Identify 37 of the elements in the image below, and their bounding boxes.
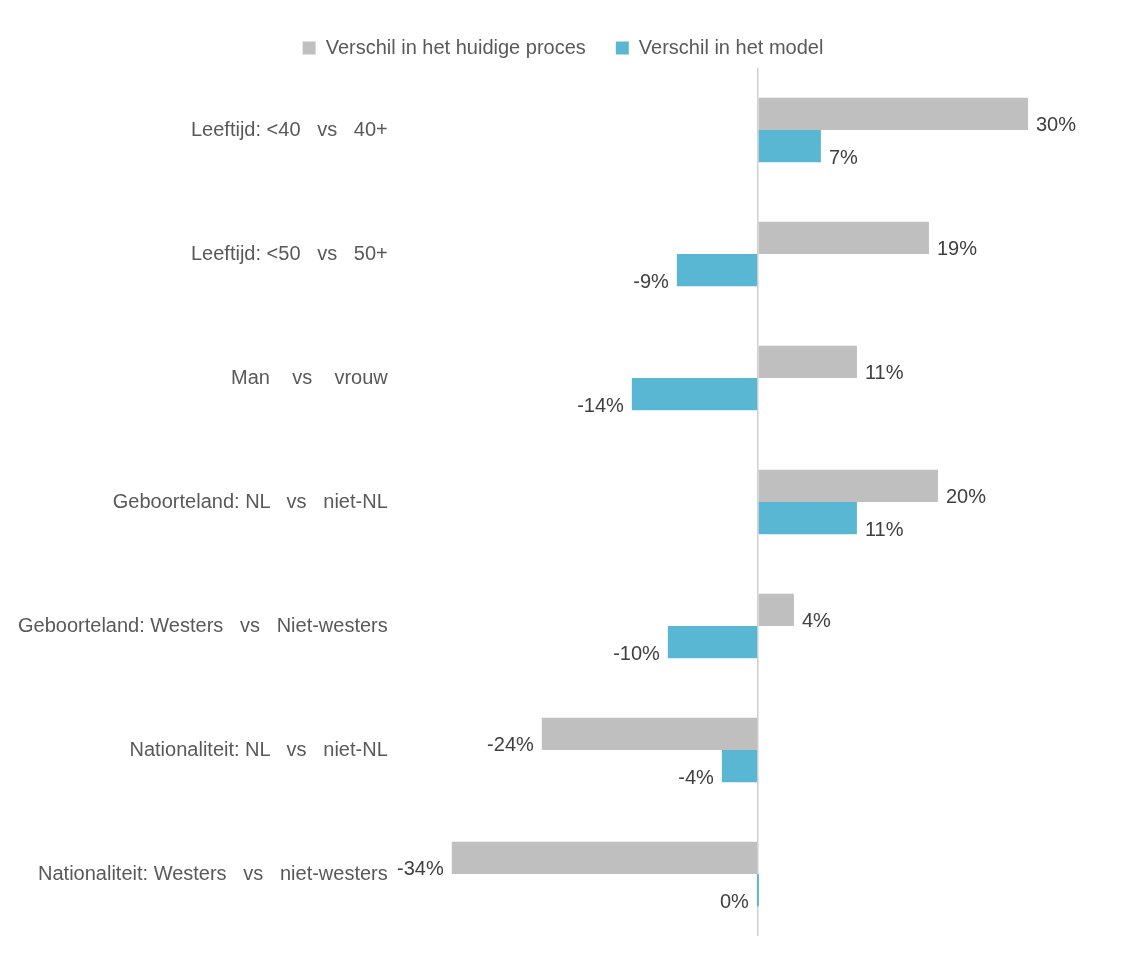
- legend-label: Verschil in het huidige proces: [325, 35, 586, 58]
- data-label: -34%: [397, 857, 444, 880]
- bar: [758, 469, 938, 502]
- y-tick-label: Nationaliteit: Westers vs niet-westers: [38, 861, 388, 884]
- bar: [541, 717, 758, 750]
- data-label: 19%: [936, 237, 978, 260]
- y-tick-label: Man vs vrouw: [231, 365, 389, 388]
- data-label: -4%: [678, 765, 715, 788]
- legend-label: Verschil in het model: [638, 35, 824, 58]
- y-tick-label: Geboorteland: Westers vs Niet-westers: [18, 613, 388, 636]
- data-label: 0%: [719, 889, 750, 912]
- bar: [631, 378, 758, 411]
- data-label: -10%: [613, 641, 661, 664]
- data-label: 30%: [1035, 113, 1077, 136]
- data-label: -24%: [487, 733, 535, 756]
- bar: [758, 502, 857, 535]
- bar: [758, 221, 929, 254]
- y-tick-label: Leeftijd: <50 vs 50+: [190, 241, 388, 264]
- bar: [756, 874, 759, 907]
- y-tick-label: Nationaliteit: NL vs niet-NL: [129, 737, 388, 760]
- bar: [721, 750, 758, 783]
- bar: [667, 626, 758, 659]
- bar: [451, 841, 758, 874]
- bar: [758, 345, 857, 378]
- bar: [676, 254, 758, 287]
- data-label: 4%: [801, 609, 832, 632]
- bar: [758, 593, 794, 626]
- data-label: 11%: [864, 361, 904, 384]
- data-label: 11%: [864, 517, 904, 540]
- data-label: 7%: [828, 145, 859, 168]
- y-tick-label: Geboorteland: NL vs niet-NL: [112, 489, 388, 512]
- data-label: -9%: [633, 269, 670, 292]
- bar: [758, 97, 1028, 130]
- y-tick-label: Leeftijd: <40 vs 40+: [190, 117, 388, 140]
- data-label: 20%: [945, 485, 987, 508]
- data-label: -14%: [577, 393, 625, 416]
- bar: [758, 130, 821, 163]
